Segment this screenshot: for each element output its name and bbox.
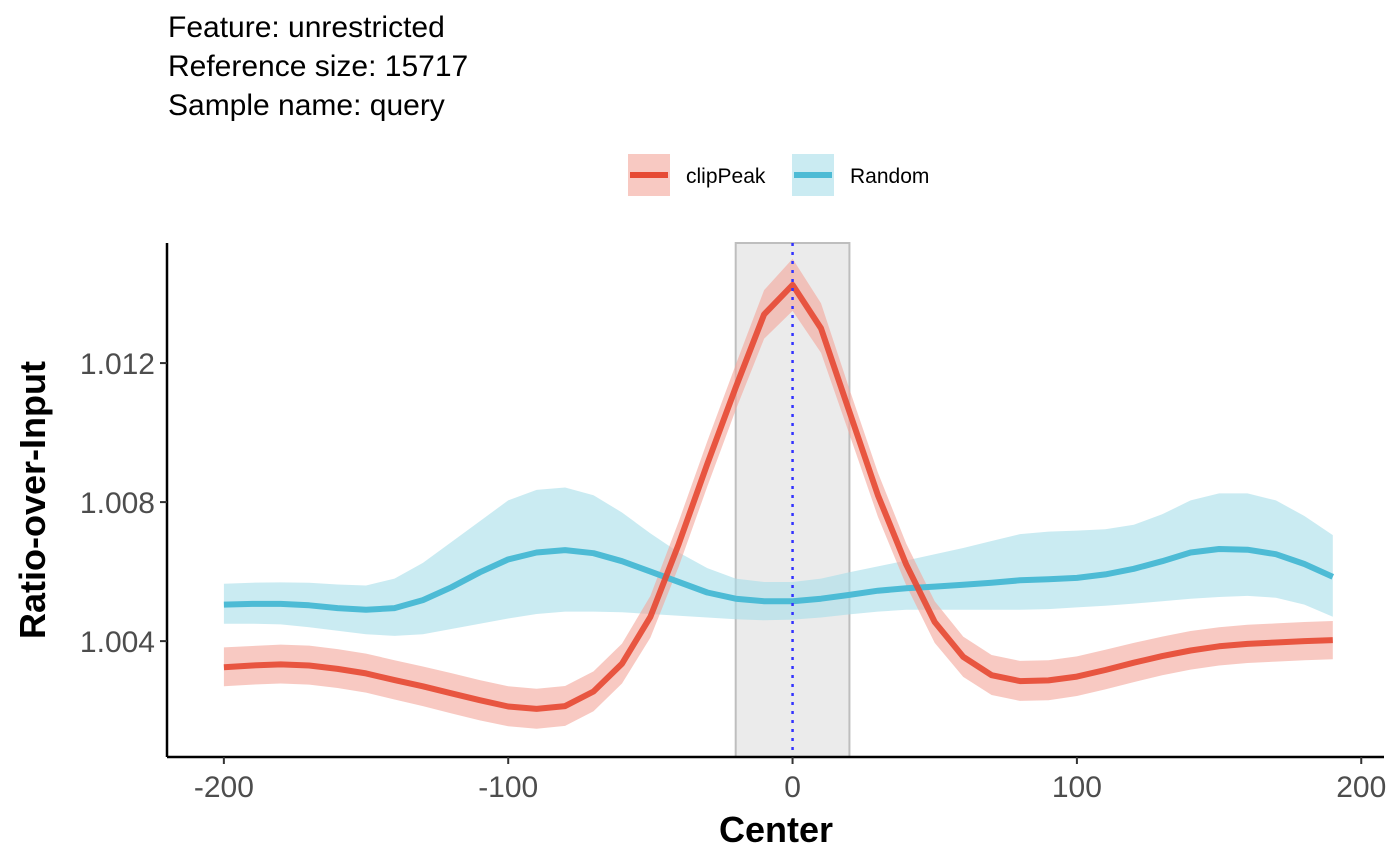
x-tick-label: -200: [194, 771, 254, 804]
random-series-line: [223, 546, 1335, 613]
legend: clipPeak Random: [628, 154, 929, 196]
x-axis-ticks: -200 -100 0 100 200: [194, 757, 1386, 804]
y-tick-label: 1.012: [80, 348, 155, 381]
title-line-feature: Feature: unrestricted: [168, 11, 445, 44]
clippeak-confidence-band: [223, 258, 1333, 729]
x-axis-title: Center: [719, 809, 833, 850]
clippeak-series-line: [223, 281, 1333, 712]
y-tick-label: 1.004: [80, 626, 155, 659]
y-axis-title: Ratio-over-Input: [12, 361, 53, 639]
random-confidence-band: [223, 487, 1333, 636]
y-axis-ticks: 1.004 1.008 1.012: [80, 348, 167, 659]
x-tick-label: -100: [478, 771, 538, 804]
y-tick-label: 1.008: [80, 487, 155, 520]
legend-label-clippeak: clipPeak: [686, 165, 766, 188]
x-tick-label: 100: [1052, 771, 1102, 804]
plot-area: [223, 242, 1335, 758]
x-tick-label: 200: [1336, 771, 1386, 804]
legend-label-random: Random: [850, 165, 929, 188]
x-tick-label: 0: [784, 771, 801, 804]
chart-title: Feature: unrestricted Reference size: 15…: [168, 8, 468, 125]
title-line-sample-name: Sample name: query: [168, 89, 445, 122]
title-line-reference-size: Reference size: 15717: [168, 50, 469, 83]
